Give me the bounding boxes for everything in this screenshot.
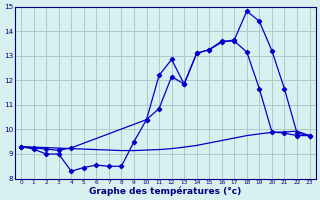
X-axis label: Graphe des températures (°c): Graphe des températures (°c): [89, 186, 242, 196]
